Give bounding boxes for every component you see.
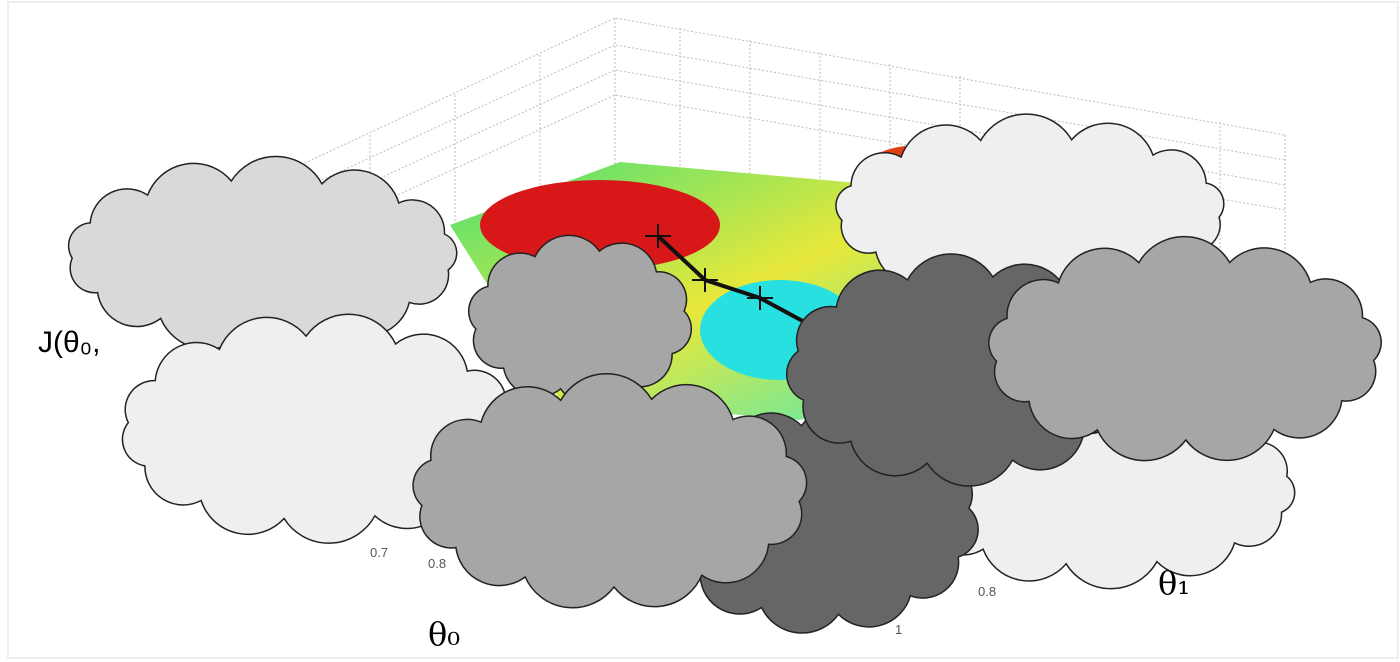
theta0-label: θ₀ bbox=[428, 615, 460, 653]
tick-label: 0.7 bbox=[370, 545, 388, 560]
cost-label: J(θ₀, bbox=[38, 326, 100, 359]
tick-label: 1 bbox=[895, 622, 902, 637]
theta1-label: θ₁ bbox=[1158, 564, 1190, 602]
slide: J(θ₀, 0.7 0.8 0.8 1 θ₀ θ₁ bbox=[0, 0, 1400, 662]
tick-label: 0.8 bbox=[428, 556, 446, 571]
tick-label: 0.8 bbox=[978, 584, 996, 599]
